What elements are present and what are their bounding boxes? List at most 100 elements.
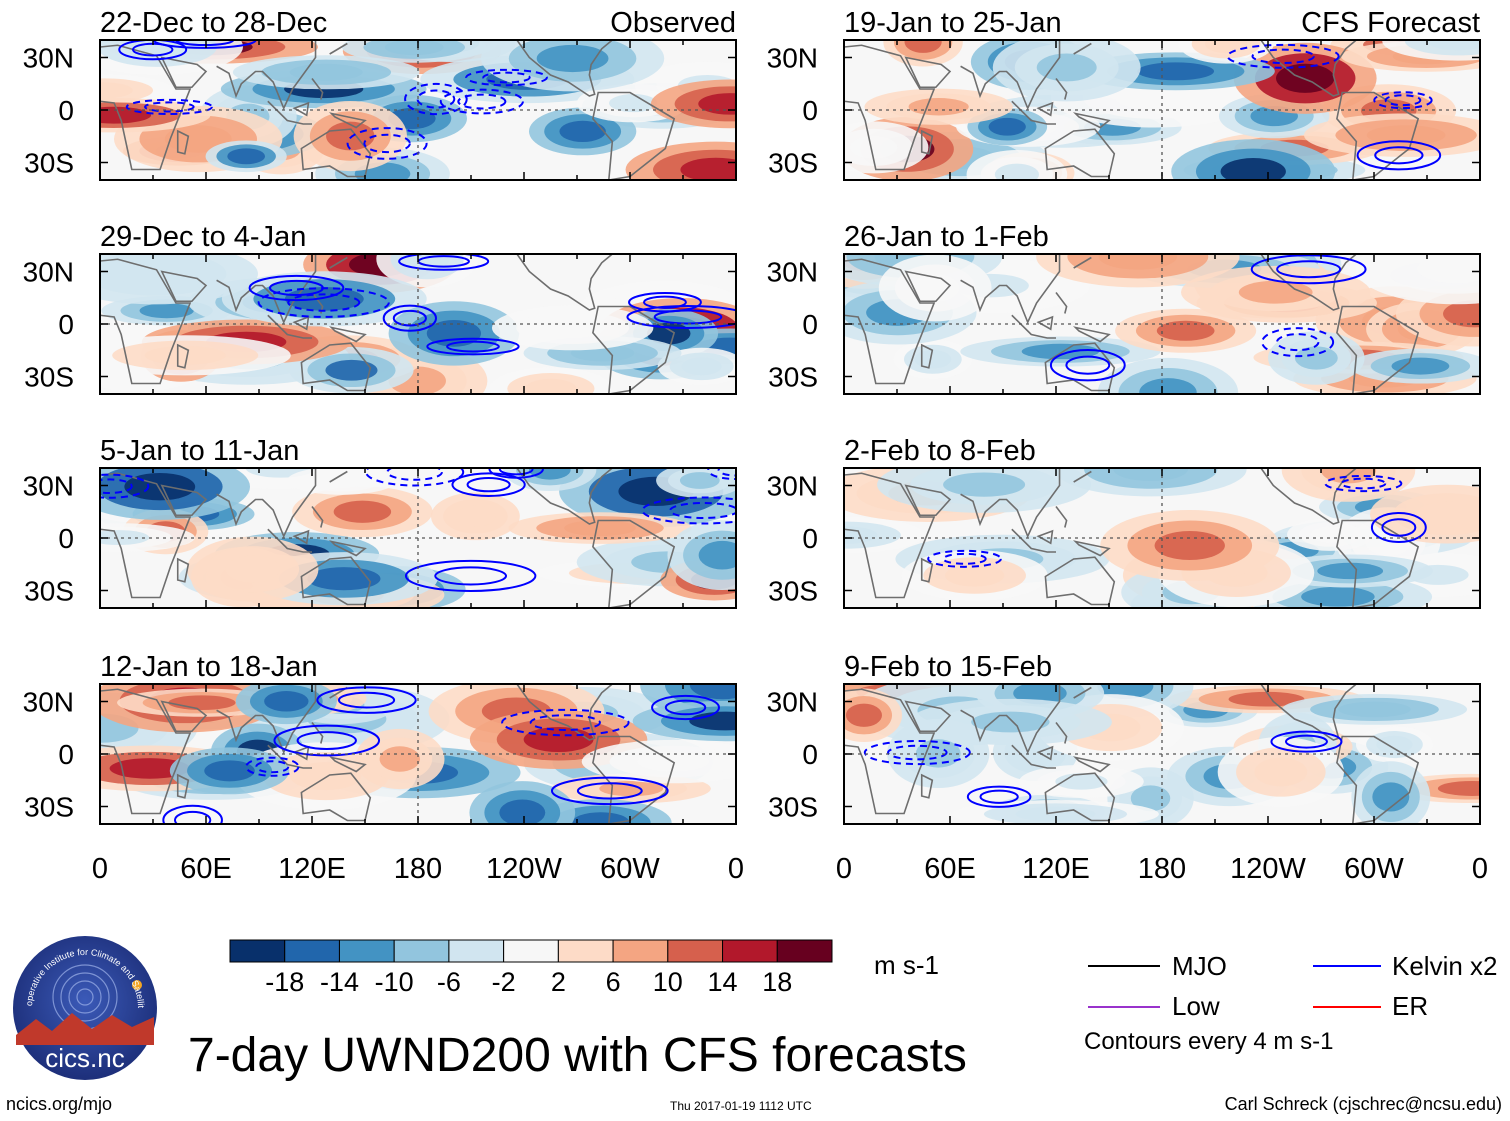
kelvin-contours xyxy=(1226,43,1442,171)
x-tick-label: 180 xyxy=(1138,853,1186,885)
panel-title: 5-Jan to 11-Jan xyxy=(100,435,299,467)
anomaly-field xyxy=(844,684,1480,824)
north-america-outline xyxy=(1260,468,1357,525)
colorbar-swatch xyxy=(284,939,340,963)
panel-observed-2: 30N 0 30S 29-Dec to 4-Jan xyxy=(23,221,737,395)
y-tick-label: 30N xyxy=(767,43,818,74)
x-tick-label: 120E xyxy=(1022,853,1090,885)
cics-logo-image: Cooperative Institute for Climate and Sa… xyxy=(9,927,157,1080)
africa-outline xyxy=(844,44,936,171)
africa-outline xyxy=(844,688,936,815)
kelvin-contours xyxy=(1049,254,1367,382)
panel-title: 19-Jan to 25-Jan xyxy=(844,7,1062,39)
x-tick-label: 0 xyxy=(92,853,108,885)
x-tick-label: 120W xyxy=(486,853,562,885)
asia-outline xyxy=(904,40,1061,111)
colorbar-swatch xyxy=(722,939,778,963)
kelvin-contours xyxy=(927,474,1427,568)
colorbar-tick-label: -10 xyxy=(375,967,414,997)
panel-observed-3: 30N 0 30S 5-Jan to 11-Jan xyxy=(23,435,737,609)
panel-observed-1: 30N 0 30S 22-Dec to 28-Dec Observed xyxy=(23,7,737,181)
anomaly-field xyxy=(844,254,1480,394)
asia-outline xyxy=(160,468,317,539)
coastlines xyxy=(844,684,1420,824)
footer-url[interactable]: ncics.org/mjo xyxy=(6,1094,113,1114)
colorbar-tick-label: 18 xyxy=(762,967,792,997)
coastlines xyxy=(844,40,1420,180)
maritime-continent-outline xyxy=(267,470,367,557)
y-tick-label: 30N xyxy=(23,43,74,74)
logo-brand: cics.nc xyxy=(45,1043,124,1073)
anomaly-field xyxy=(844,468,1480,608)
legend-label-er: ER xyxy=(1392,991,1429,1021)
column-label: Observed xyxy=(610,7,736,39)
y-tick-label: 30N xyxy=(767,687,818,718)
asia-outline xyxy=(904,254,1061,325)
kelvin-contours xyxy=(248,254,736,356)
panel-title: 12-Jan to 18-Jan xyxy=(100,651,318,683)
panel-title: 22-Dec to 28-Dec xyxy=(100,7,327,39)
x-tick-label: 0 xyxy=(1472,853,1488,885)
anomaly-field xyxy=(100,684,736,824)
maritime-continent-outline xyxy=(1011,686,1111,773)
madagascar-outline xyxy=(920,343,934,369)
asia-outline xyxy=(160,684,317,755)
africa-outline xyxy=(100,44,192,171)
panel-forecast-2: 30N 0 30S 26-Jan to 1-Feb xyxy=(767,221,1481,395)
legend-label-low: Low xyxy=(1172,991,1220,1021)
maritime-continent-outline xyxy=(1011,256,1111,343)
panel-forecast-3: 30N 0 30S 2-Feb to 8-Feb xyxy=(767,435,1481,609)
africa-outline xyxy=(100,472,192,599)
x-tick-label: 120W xyxy=(1230,853,1306,885)
y-tick-label: 0 xyxy=(58,523,74,554)
africa-outline xyxy=(844,472,936,599)
panel-forecast-4: 30N 0 30S 9-Feb to 15-Feb 0 60E 120E 180 120W 60W… xyxy=(767,651,1488,885)
maritime-continent-outline xyxy=(267,42,367,129)
column-label: CFS Forecast xyxy=(1301,7,1480,39)
maritime-continent-outline xyxy=(267,686,367,773)
legend-label-kelvin: Kelvin x2 xyxy=(1392,951,1498,981)
anomaly-field xyxy=(100,468,736,608)
colorbar-tick-label: -6 xyxy=(437,967,461,997)
maritime-continent-outline xyxy=(1011,470,1111,557)
y-tick-label: 30S xyxy=(24,362,74,393)
y-tick-label: 30N xyxy=(767,471,818,502)
y-tick-label: 30S xyxy=(768,362,818,393)
legend-line-mjo xyxy=(1088,965,1160,967)
madagascar-outline xyxy=(176,557,190,583)
colorbar-swatch xyxy=(393,939,450,963)
colorbar-tick-label: -2 xyxy=(492,967,516,997)
colorbar-swatch xyxy=(448,939,505,963)
colorbar-swatch xyxy=(338,939,395,963)
maritime-continent-outline xyxy=(267,256,367,343)
x-tick-label: 0 xyxy=(836,853,852,885)
y-tick-label: 0 xyxy=(802,739,818,770)
contour-note: Contours every 4 m s-1 xyxy=(1084,1028,1334,1055)
legend-line-low xyxy=(1088,1006,1160,1008)
y-tick-label: 30S xyxy=(24,576,74,607)
asia-outline xyxy=(160,40,317,111)
x-tick-label: 60W xyxy=(600,853,660,885)
legend-label-mjo: MJO xyxy=(1172,951,1227,981)
colorbar-tick-label: 10 xyxy=(653,967,683,997)
anomaly-field xyxy=(844,40,1480,180)
asia-outline xyxy=(904,468,1061,539)
madagascar-outline xyxy=(176,773,190,799)
y-tick-label: 0 xyxy=(58,739,74,770)
kelvin-contours xyxy=(863,730,1343,808)
colorbar-swatch xyxy=(229,939,286,963)
y-tick-label: 30N xyxy=(23,471,74,502)
madagascar-outline xyxy=(920,557,934,583)
africa-outline xyxy=(100,688,192,815)
colorbar-swatch xyxy=(776,939,833,963)
colorbar-tick-label: 6 xyxy=(606,967,621,997)
main-title: 7-day UWND200 with CFS forecasts xyxy=(188,1029,967,1082)
north-america-outline xyxy=(1260,684,1357,741)
x-tick-label: 60E xyxy=(924,853,976,885)
panel-observed-4: 30N 0 30S 12-Jan to 18-Jan 0 60E 120E 180 120W 60… xyxy=(23,651,744,885)
africa-outline xyxy=(844,258,936,385)
x-tick-label: 180 xyxy=(394,853,442,885)
kelvin-contours xyxy=(162,686,720,824)
colorbar-tick-label: -18 xyxy=(265,967,304,997)
coastlines xyxy=(100,40,676,180)
